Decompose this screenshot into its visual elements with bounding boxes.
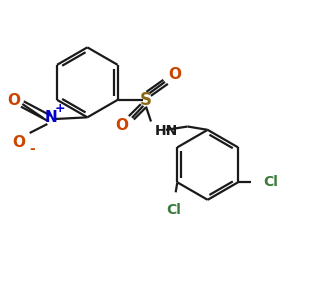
Text: -: - bbox=[30, 142, 35, 156]
Text: O: O bbox=[115, 118, 128, 133]
Text: +: + bbox=[55, 102, 65, 115]
Text: O: O bbox=[12, 135, 25, 150]
Text: O: O bbox=[8, 92, 21, 107]
Text: Cl: Cl bbox=[263, 175, 278, 189]
Text: Cl: Cl bbox=[167, 203, 182, 217]
Text: S: S bbox=[140, 91, 152, 109]
Text: HN: HN bbox=[155, 124, 178, 137]
Text: O: O bbox=[169, 67, 182, 82]
Text: N: N bbox=[44, 110, 57, 125]
